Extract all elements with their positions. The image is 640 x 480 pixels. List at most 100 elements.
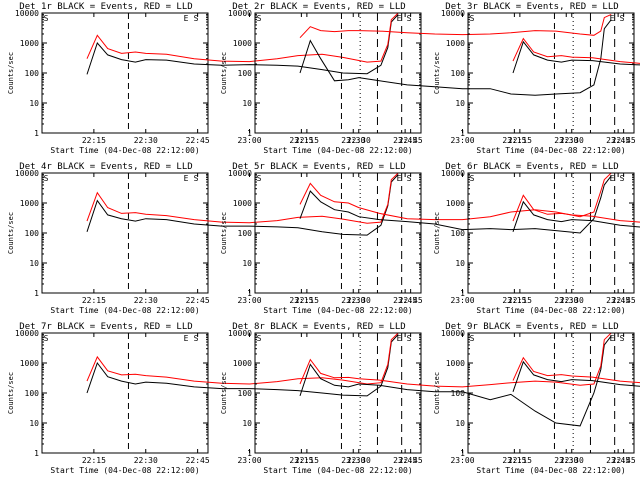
x-axis-label: Start Time (04-Dec-08 22:12:00) [263, 466, 412, 475]
y-axis-label: Counts/sec [7, 212, 15, 254]
y-tick-label: 1 [34, 289, 39, 298]
y-tick-label: 10000 [228, 9, 252, 18]
chart-title: Det 4r BLACK = Events, RED = LLD [19, 162, 192, 172]
events-series-line [512, 200, 640, 232]
interval-marker-label: S [44, 14, 49, 23]
y-tick-label: 100 [451, 389, 466, 398]
plot-frame [467, 172, 635, 294]
chart-panel: Det 5r BLACK = Events, RED = LLD 1 10 100 10… [220, 162, 630, 315]
y-axis-label: Counts/sec [7, 52, 15, 94]
x-tick-label: 22:30 [134, 456, 158, 465]
events-series-line [86, 334, 399, 397]
lld-series-line [86, 332, 399, 385]
interval-marker-label: E [610, 174, 615, 183]
x-tick-label: 22:45 [186, 296, 210, 305]
events-series-line [299, 175, 612, 234]
interval-marker-label: E [184, 334, 189, 343]
chart-title: Det 1r BLACK = Events, RED = LLD [19, 2, 192, 12]
interval-marker-label: S [407, 174, 412, 183]
y-tick-label: 100 [25, 229, 40, 238]
y-tick-label: 10000 [228, 329, 252, 338]
x-tick-label: 22:30 [347, 136, 371, 145]
plot-frame [41, 12, 209, 134]
x-tick-label: 22:15 [82, 136, 106, 145]
x-tick-label: 22:30 [560, 136, 584, 145]
x-tick-label: 23:00 [450, 456, 474, 465]
y-tick-label: 1000 [233, 39, 252, 48]
y-tick-label: 10 [242, 259, 252, 268]
interval-marker-label: S [620, 14, 625, 23]
x-tick-label: 22:15 [82, 456, 106, 465]
y-tick-label: 10000 [441, 169, 465, 178]
y-tick-label: 10000 [441, 9, 465, 18]
x-tick-label: 22:30 [560, 296, 584, 305]
y-tick-label: 100 [451, 69, 466, 78]
interval-marker-label: S [470, 174, 475, 183]
interval-marker-label: S [257, 14, 262, 23]
chart-title: Det 2r BLACK = Events, RED = LLD [232, 2, 405, 12]
x-tick-label: 22:45 [399, 296, 423, 305]
x-tick-label: 23:30 [554, 136, 578, 145]
lld-series-line [299, 172, 612, 221]
interval-marker-label: S [470, 334, 475, 343]
x-tick-label: 23:00 [450, 136, 474, 145]
x-tick-label: 23:45 [393, 456, 417, 465]
y-tick-label: 1000 [20, 39, 39, 48]
y-tick-label: 1000 [233, 199, 252, 208]
y-tick-label: 10 [242, 419, 252, 428]
interval-marker-label: E [610, 14, 615, 23]
y-tick-label: 1 [34, 449, 39, 458]
plot-frame [41, 172, 209, 294]
y-tick-label: 10000 [15, 169, 39, 178]
y-tick-label: 10 [29, 99, 39, 108]
x-axis-label: Start Time (04-Dec-08 22:12:00) [476, 306, 625, 315]
y-tick-label: 10 [242, 99, 252, 108]
y-axis-label: Counts/sec [220, 372, 228, 414]
x-tick-label: 22:45 [399, 456, 423, 465]
x-tick-label: 23:30 [554, 296, 578, 305]
y-tick-label: 10 [455, 99, 465, 108]
y-tick-label: 1 [247, 289, 252, 298]
plot-frame [41, 332, 209, 454]
y-tick-label: 100 [238, 69, 253, 78]
lld-series-line [512, 356, 640, 384]
interval-marker-label: S [44, 174, 49, 183]
x-tick-label: 22:45 [399, 136, 423, 145]
y-tick-label: 1000 [446, 199, 465, 208]
y-tick-label: 10000 [15, 329, 39, 338]
y-tick-label: 100 [25, 69, 40, 78]
events-series-line [299, 335, 612, 427]
chart-title: Det 6r BLACK = Events, RED = LLD [445, 162, 618, 172]
y-tick-label: 10 [29, 259, 39, 268]
interval-marker-label: E [184, 174, 189, 183]
y-axis-label: Counts/sec [433, 212, 441, 254]
x-tick-label: 22:45 [186, 136, 210, 145]
chart-title: Det 3r BLACK = Events, RED = LLD [445, 2, 618, 12]
y-tick-label: 10000 [228, 169, 252, 178]
y-axis-label: Counts/sec [7, 372, 15, 414]
interval-marker-label: S [257, 334, 262, 343]
y-axis-label: Counts/sec [220, 212, 228, 254]
interval-marker-label: S [44, 334, 49, 343]
x-axis-label: Start Time (04-Dec-08 22:12:00) [476, 466, 625, 475]
plot-frame [254, 332, 422, 454]
lld-series-line [512, 37, 640, 64]
chart-panel: Det 3r BLACK = Events, RED = LLD 1 10 100 10… [433, 2, 640, 155]
y-tick-label: 1 [34, 129, 39, 138]
x-tick-label: 23:45 [393, 296, 417, 305]
y-tick-label: 10 [29, 419, 39, 428]
interval-marker-label: S [257, 174, 262, 183]
x-tick-label: 22:15 [295, 136, 319, 145]
x-tick-label: 22:45 [612, 296, 636, 305]
chart-panel: Det 2r BLACK = Events, RED = LLD 1 10 100 10… [220, 2, 630, 155]
interval-marker-label: E [397, 14, 402, 23]
x-tick-label: 22:30 [134, 296, 158, 305]
x-tick-label: 23:30 [341, 136, 365, 145]
x-tick-label: 22:30 [347, 456, 371, 465]
events-series-line [512, 40, 640, 74]
y-tick-label: 100 [238, 229, 253, 238]
x-tick-label: 23:00 [237, 136, 261, 145]
x-tick-label: 23:00 [237, 296, 261, 305]
